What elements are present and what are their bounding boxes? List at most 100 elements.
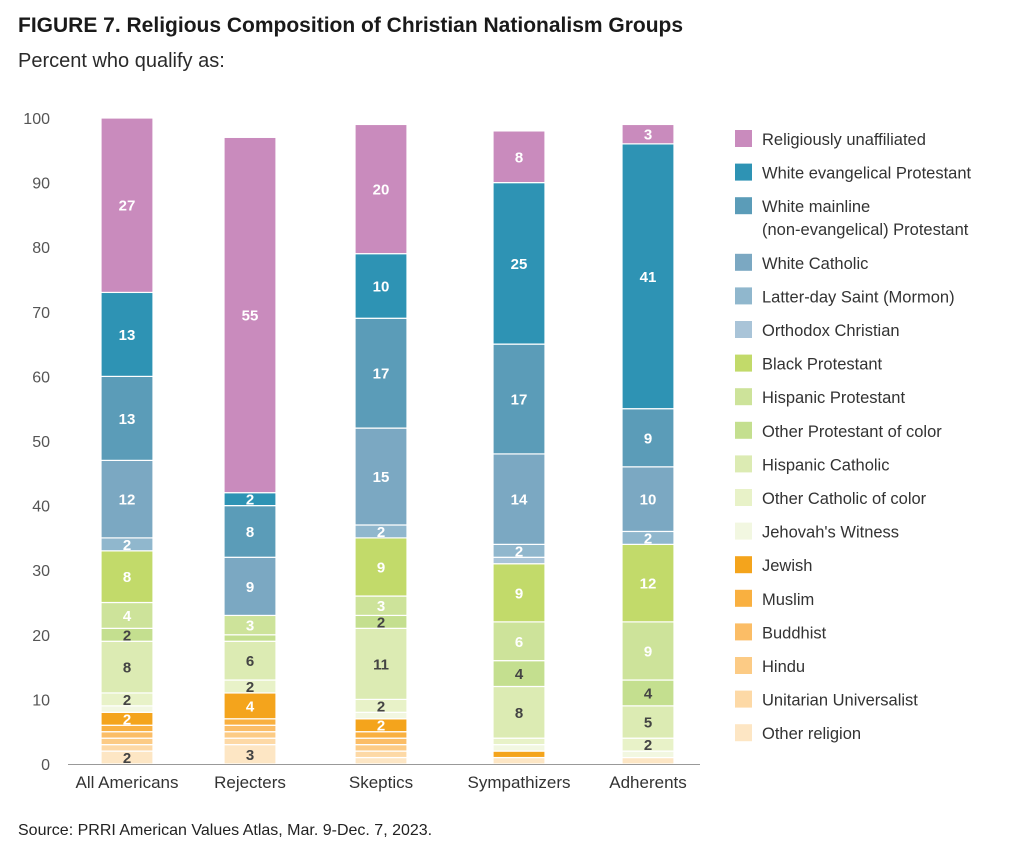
bar-segment [621, 621, 675, 681]
data-label: 2 [123, 692, 131, 709]
x-tick-label: Rejecters [214, 773, 286, 792]
bar-segment [100, 550, 154, 604]
bar-segment [492, 756, 546, 765]
x-tick-label: All Americans [76, 773, 179, 792]
bar-segment [223, 634, 277, 642]
data-label: 2 [246, 492, 254, 509]
legend-swatch [735, 489, 752, 506]
legend-item: Unitarian Universalist [735, 690, 918, 710]
bar-segment [100, 117, 154, 294]
data-label: 8 [246, 524, 254, 541]
data-label: 2 [377, 524, 385, 541]
bar-segment [223, 136, 277, 494]
data-label: 20 [373, 182, 390, 199]
data-label: 9 [377, 559, 385, 576]
data-label: 2 [123, 627, 131, 644]
data-label: 2 [246, 679, 254, 696]
data-label: 3 [377, 598, 385, 615]
legend-swatch [735, 657, 752, 674]
legend-label: Other Protestant of color [762, 423, 942, 441]
legend-item: Latter-day Saint (Mormon) [735, 287, 955, 306]
legend-label: Hindu [762, 658, 805, 676]
data-label: 25 [511, 256, 528, 273]
data-label: 2 [123, 711, 131, 728]
bar-segment [100, 601, 154, 629]
data-label: 9 [515, 585, 523, 602]
data-label: 10 [640, 492, 657, 509]
bar-segment [492, 130, 546, 184]
data-label: 11 [373, 656, 389, 673]
legend-label: Religiously unaffiliated [762, 131, 926, 149]
data-label: 5 [644, 715, 652, 732]
legend: Religiously unaffiliated White evangelica… [735, 130, 972, 743]
y-tick-label: 40 [32, 499, 50, 516]
legend-swatch [735, 690, 752, 708]
bar-segment [100, 640, 154, 694]
source-note: Source: PRRI American Values Atlas, Mar.… [18, 822, 433, 839]
bar-segment [223, 718, 277, 726]
data-label: 10 [373, 278, 390, 295]
x-axis: All Americans Rejecters Skeptics Sympathize… [68, 764, 700, 792]
bar-segment [100, 375, 154, 461]
legend-label: Hispanic Catholic [762, 456, 889, 474]
legend-item: Religiously unaffiliated [735, 130, 926, 149]
bar-segment [621, 123, 675, 145]
data-label: 4 [515, 666, 524, 683]
y-tick-label: 50 [32, 434, 50, 451]
legend-swatch [735, 163, 752, 181]
legend-swatch [735, 421, 752, 439]
bar-segment [621, 756, 675, 765]
x-tick-label: Skeptics [349, 773, 413, 792]
bar-segment [621, 543, 675, 623]
legend-swatch [735, 354, 752, 372]
legend-label: Unitarian Universalist [762, 692, 918, 710]
legend-swatch [735, 724, 752, 742]
legend-item: Other Protestant of color [735, 421, 942, 441]
data-label: 8 [123, 660, 131, 677]
bar-segment [492, 750, 546, 759]
y-tick-label: 30 [32, 563, 50, 580]
data-label: 13 [119, 327, 136, 344]
y-tick-label: 80 [32, 240, 50, 257]
data-label: 27 [119, 198, 136, 215]
legend-label: White evangelical Protestant [762, 165, 972, 183]
legend-item: White Catholic [735, 253, 868, 273]
bar-segment [354, 756, 408, 765]
legend-swatch [735, 522, 752, 540]
legend-swatch [735, 455, 752, 473]
legend-label: White mainline [762, 198, 870, 216]
bar-segment [223, 505, 277, 558]
legend-label: Muslim [762, 591, 814, 609]
legend-label: Jehovah's Witness [762, 524, 899, 542]
data-label: 4 [644, 685, 653, 702]
bar-segment [354, 253, 408, 319]
data-label: 6 [515, 634, 523, 651]
y-tick-label: 0 [41, 757, 50, 774]
data-label: 41 [640, 269, 657, 286]
bar-segment [100, 291, 154, 378]
legend-label: Latter-day Saint (Mormon) [762, 288, 955, 306]
bar-segment [492, 343, 546, 455]
bar-segment [354, 744, 408, 752]
legend-label: Hispanic Protestant [762, 389, 905, 407]
data-label: 2 [515, 543, 523, 560]
bar-segment [621, 679, 675, 707]
bar-segment [100, 744, 154, 752]
bar-segment [354, 737, 408, 746]
y-tick-label: 100 [23, 111, 50, 128]
bar-segment [621, 466, 675, 533]
bar-segment [492, 744, 546, 752]
data-label: 9 [644, 430, 652, 447]
bar-segment [354, 427, 408, 526]
legend-item: White evangelical Protestant [735, 163, 972, 183]
bar-segment [354, 627, 408, 701]
legend-label: Other religion [762, 725, 861, 743]
legend-item: Black Protestant [735, 354, 883, 374]
legend-swatch [735, 556, 752, 574]
bar-segment [492, 685, 546, 739]
legend-label: (non-evangelical) Protestant [762, 221, 969, 239]
legend-swatch [735, 287, 752, 305]
data-label: 13 [119, 411, 136, 428]
